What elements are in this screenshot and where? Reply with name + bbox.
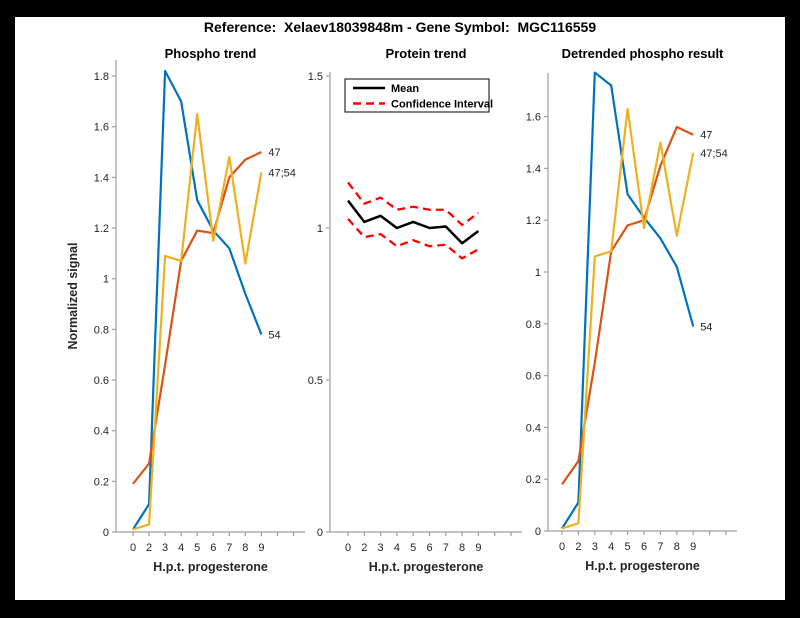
plot-1-series-line-47-54 bbox=[132, 112, 263, 531]
plot-1-series-end-label: 47 bbox=[268, 147, 280, 159]
plot-1-y-tick-label: 1.2 bbox=[94, 223, 109, 235]
plot-1-x-tick-label: 8 bbox=[242, 542, 248, 554]
plot-1-y-tick-label: 0.6 bbox=[94, 375, 109, 387]
plot-1-x-tick-label: 5 bbox=[194, 542, 200, 554]
plot-3-series-end-label: 47;54 bbox=[700, 148, 728, 160]
plot-2-legend-box bbox=[344, 78, 490, 113]
plot-2-x-tick-label: 3 bbox=[378, 542, 384, 554]
plot-2-y-tick-label: 1.5 bbox=[308, 71, 323, 83]
plot-3-y-tick-label: 0 bbox=[535, 526, 541, 538]
plot-1-y-tick-label: 0.2 bbox=[94, 476, 109, 488]
plot-1-x-tick-label: 0 bbox=[130, 542, 136, 554]
plot-3-x-label: H.p.t. progesterone bbox=[585, 559, 700, 573]
plot-1-x-tick-label: 9 bbox=[258, 542, 264, 554]
plot-3-series-end-label: 54 bbox=[700, 321, 712, 333]
plot-2-x-tick-label: 6 bbox=[426, 542, 432, 554]
plot-1-x-tick-label: 4 bbox=[178, 542, 184, 554]
plot-2-x-tick-label: 9 bbox=[475, 542, 481, 554]
plot-3-y-tick-label: 1.2 bbox=[526, 215, 541, 227]
plot-3-x-tick-label: 4 bbox=[608, 541, 614, 553]
plot-2-series-line-CI-lower bbox=[347, 218, 479, 260]
plot-1-x-label: H.p.t. progesterone bbox=[153, 560, 268, 574]
plot-2-y-tick-label: 0 bbox=[317, 527, 323, 539]
plot-3-series-line-47-54 bbox=[561, 107, 695, 530]
plot-1-y-tick-label: 1 bbox=[103, 274, 109, 286]
plot-3-y-tick-label: 0.6 bbox=[526, 371, 541, 383]
plot-3-series-line-54 bbox=[561, 71, 695, 529]
plot-2-y-tick-label: 1 bbox=[317, 223, 323, 235]
plot-1-series-line-54 bbox=[132, 69, 263, 531]
plot-2-x-tick-label: 8 bbox=[459, 542, 465, 554]
plot-1-x-tick-label: 2 bbox=[146, 542, 152, 554]
plot-3-x-tick-label: 3 bbox=[592, 541, 598, 553]
plot-3-x-tick-label: 8 bbox=[674, 541, 680, 553]
plot-2-series-line-Mean bbox=[347, 199, 480, 245]
plot-1-series-end-label: 54 bbox=[268, 329, 280, 341]
plot-1-y-tick-label: 0.8 bbox=[94, 324, 109, 336]
plot-3-x-tick-label: 2 bbox=[575, 541, 581, 553]
plot-2-x-tick-label: 5 bbox=[410, 542, 416, 554]
plot-2-title: Protein trend bbox=[386, 46, 467, 61]
plot-3-x-tick-label: 0 bbox=[559, 541, 565, 553]
plot-2-legend-label: Mean bbox=[391, 83, 419, 95]
plot-3-y-tick-label: 1 bbox=[535, 267, 541, 279]
plot-3-title: Detrended phospho result bbox=[562, 46, 724, 61]
plot-3-series-end-label: 47 bbox=[700, 130, 712, 142]
plot-1-y-tick-label: 1.4 bbox=[94, 172, 109, 184]
figure-title: Reference: Xelaev18039848m - Gene Symbol… bbox=[203, 19, 597, 35]
plot-3-x-tick-label: 6 bbox=[641, 541, 647, 553]
plot-3-x-tick-label: 9 bbox=[690, 541, 696, 553]
plot-2-y-tick-label: 0.5 bbox=[308, 375, 323, 387]
plot-1-y-label: Normalized signal bbox=[66, 243, 80, 350]
plot-1-x-tick-label: 7 bbox=[226, 542, 232, 554]
plot-3-x-tick-label: 5 bbox=[625, 541, 631, 553]
plot-3-x-tick-label: 7 bbox=[657, 541, 663, 553]
plot-3-y-tick-label: 0.2 bbox=[526, 474, 541, 486]
plot-2-x-label: H.p.t. progesterone bbox=[369, 560, 484, 574]
plot-2-x-tick-label: 0 bbox=[345, 542, 351, 554]
plot-1-title: Phospho trend bbox=[165, 46, 257, 61]
plot-3-y-tick-label: 0.4 bbox=[526, 422, 541, 434]
plot-3-y-tick-label: 1.4 bbox=[526, 163, 541, 175]
figure-background bbox=[15, 17, 785, 600]
plot-1-series-end-label: 47;54 bbox=[268, 167, 296, 179]
plot-1-x-tick-label: 3 bbox=[162, 542, 168, 554]
plot-2-series-line-CI-upper bbox=[347, 181, 480, 227]
plot-3-y-tick-label: 1.6 bbox=[526, 112, 541, 124]
plot-2-x-tick-label: 7 bbox=[443, 542, 449, 554]
plot-2-x-tick-label: 4 bbox=[394, 542, 400, 554]
plot-1-y-tick-label: 1.8 bbox=[94, 71, 109, 83]
plot-1-x-tick-label: 6 bbox=[210, 542, 216, 554]
plot-2-legend-label: Confidence Interval bbox=[391, 99, 493, 111]
plot-1-y-tick-label: 0 bbox=[103, 527, 109, 539]
plot-3-y-tick-label: 0.8 bbox=[526, 319, 541, 331]
plot-1-y-tick-label: 0.4 bbox=[94, 426, 109, 438]
plot-1-y-tick-label: 1.6 bbox=[94, 122, 109, 134]
plot-2-x-tick-label: 2 bbox=[361, 542, 367, 554]
